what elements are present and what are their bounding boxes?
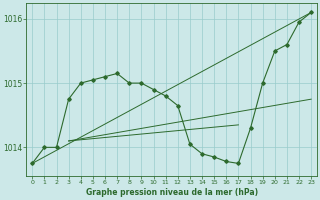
X-axis label: Graphe pression niveau de la mer (hPa): Graphe pression niveau de la mer (hPa) [86, 188, 258, 197]
